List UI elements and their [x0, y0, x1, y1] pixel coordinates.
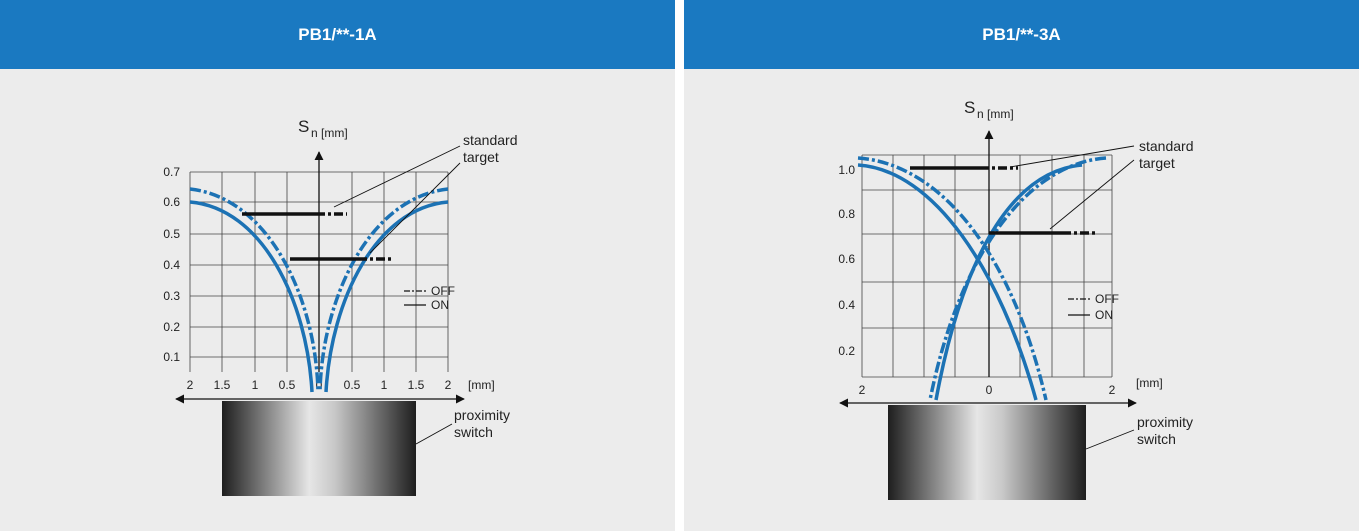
target-label: target: [1139, 155, 1175, 171]
panel-title: PB1/**-3A: [684, 0, 1359, 69]
grid: [189, 171, 449, 372]
x-tick: 2: [445, 378, 452, 392]
x-tick: 2: [859, 383, 866, 397]
leader-line: [1085, 429, 1135, 450]
y-tick: 0.4: [838, 298, 855, 312]
switch-label: proximity: [1137, 414, 1193, 430]
y-tick: 0.4: [163, 258, 180, 272]
off-curve: [189, 187, 320, 393]
on-curve: [934, 163, 1083, 401]
x-unit-label: [mm]: [1136, 376, 1163, 390]
x-unit-label: [mm]: [468, 378, 495, 392]
on-curve: [189, 200, 314, 393]
x-tick: 1: [381, 378, 388, 392]
response-curve-diagram: S n [mm] 0.1 0.2 0.3 0.4 0.5 0.6 0.7 2 1…: [163, 117, 517, 496]
y-tick: 0.7: [163, 165, 180, 179]
leader-line: [369, 162, 461, 254]
x-tick: 1.5: [214, 378, 231, 392]
x-tick: 2: [1109, 383, 1116, 397]
on-curve: [857, 163, 1038, 401]
legend-on-label: ON: [1095, 308, 1113, 322]
off-curve: [857, 156, 1048, 401]
panel-title: PB1/**-1A: [0, 0, 675, 69]
y-axis-label-sub: n [mm]: [977, 107, 1014, 121]
target-label: standard: [463, 132, 517, 148]
proximity-switch-icon: [888, 405, 1086, 500]
y-tick: 1.0: [838, 163, 855, 177]
leader-line: [1009, 145, 1135, 168]
y-tick: 0.6: [163, 195, 180, 209]
leader-line: [415, 423, 453, 445]
off-curve: [928, 156, 1107, 401]
switch-label: switch: [1137, 431, 1176, 447]
y-tick: 0.2: [163, 320, 180, 334]
diagram-panel-1a: PB1/**-1A: [0, 0, 675, 531]
legend-off-label: OFF: [431, 284, 455, 298]
y-axis-label-sub: n [mm]: [311, 126, 348, 140]
x-tick: 1: [252, 378, 259, 392]
legend-off-label: OFF: [1095, 292, 1119, 306]
legend-on-label: ON: [431, 298, 449, 312]
x-tick: 0: [986, 383, 993, 397]
target-label: target: [463, 149, 499, 165]
y-tick: 0.8: [838, 207, 855, 221]
y-axis-label: S: [964, 98, 975, 117]
on-curve: [324, 200, 449, 393]
y-tick: 0.5: [163, 227, 180, 241]
x-tick: 1.5: [408, 378, 425, 392]
x-tick: 0: [316, 378, 323, 392]
y-tick: 0.6: [838, 252, 855, 266]
x-tick: 0.5: [279, 378, 296, 392]
grid: [861, 154, 1113, 378]
proximity-switch-icon: [222, 401, 416, 496]
x-tick: 0.5: [344, 378, 361, 392]
leader-line: [333, 145, 461, 208]
y-tick: 0.1: [163, 350, 180, 364]
y-tick: 0.2: [838, 344, 855, 358]
y-axis-label: S: [298, 117, 309, 136]
leader-line: [1049, 159, 1135, 230]
x-tick: 2: [187, 378, 194, 392]
response-curve-diagram: S n [mm] 0.2 0.4 0.6 0.8 1.0 2 0 2 [mm] …: [838, 98, 1193, 500]
switch-label: switch: [454, 424, 493, 440]
switch-label: proximity: [454, 407, 510, 423]
diagram-panel-3a: PB1/**-3A: [684, 0, 1359, 531]
target-label: standard: [1139, 138, 1193, 154]
y-tick: 0.3: [163, 289, 180, 303]
